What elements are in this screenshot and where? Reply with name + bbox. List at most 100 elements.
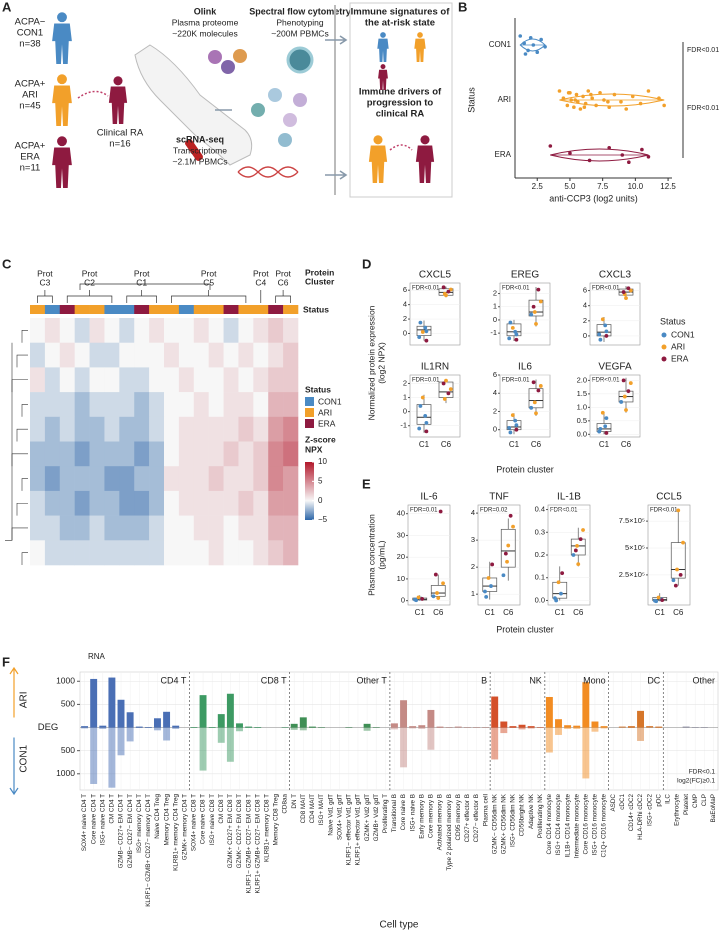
point	[531, 304, 536, 309]
x-tick-label: CD14+ cDC2	[628, 794, 635, 832]
x-tick-label: GZMK− CD27+ EM CD8 T	[236, 794, 243, 869]
heatmap-cell	[268, 490, 284, 516]
point	[565, 103, 570, 108]
person-body	[414, 38, 426, 62]
point	[626, 389, 631, 394]
y-tick-label: 2	[403, 314, 407, 323]
heatmap-cell	[44, 318, 61, 343]
box	[500, 528, 516, 568]
cohort-label: n=11	[20, 163, 41, 174]
y-tick-label: 1	[471, 589, 475, 598]
heatmap-cell	[134, 515, 150, 541]
heatmap-cell	[89, 342, 105, 368]
bar-up	[454, 726, 462, 728]
point	[441, 285, 446, 290]
panel-title: IL-6	[420, 492, 438, 503]
panel-title: CXCL3	[599, 270, 632, 281]
heatmap-cell	[74, 466, 90, 492]
heatmap-cell	[59, 416, 75, 442]
point	[446, 391, 451, 396]
dna-icon	[237, 166, 299, 178]
bar-down	[217, 727, 225, 743]
heatmap-cell	[30, 367, 46, 393]
panel-note: FDR<0.01	[412, 286, 440, 292]
dendrogram	[126, 290, 157, 303]
person-body	[368, 145, 388, 183]
heatmap-cell	[238, 367, 254, 393]
point	[619, 100, 623, 104]
heatmap-cell	[178, 367, 195, 393]
heatmap-cell	[164, 466, 180, 492]
cohort-label: ACPA−	[15, 17, 46, 28]
point	[607, 105, 611, 109]
heatmap-cell	[149, 515, 165, 541]
heatmap-cell	[149, 367, 165, 393]
status-cell	[223, 305, 239, 314]
x-tick-label: C6	[673, 608, 684, 617]
outcome-label: Immune drivers of	[359, 87, 442, 98]
y-tick-label: 10	[397, 574, 405, 583]
y-tick-label: 2	[403, 378, 407, 387]
y-tick-label: 30	[397, 530, 405, 539]
point	[532, 400, 537, 405]
row-dendrogram	[21, 478, 28, 491]
heatmap-cell	[119, 367, 135, 393]
bar-up	[500, 721, 508, 728]
heatmap-cell	[253, 490, 269, 516]
point	[671, 578, 676, 583]
heatmap-cell	[268, 367, 284, 393]
point	[508, 430, 513, 435]
heatmap-cell	[89, 367, 105, 393]
point	[424, 429, 429, 434]
y-tick-label: 3	[471, 535, 475, 544]
heatmap-cell	[104, 416, 120, 442]
heatmap-cell	[208, 318, 224, 343]
x-tick-label: pDC	[655, 794, 662, 807]
heatmap-cell	[283, 392, 299, 418]
point	[526, 48, 530, 53]
x-tick-label: 5.0	[564, 182, 576, 191]
heatmap-cell	[30, 441, 46, 467]
heatmap-cell	[223, 441, 239, 467]
heatmap-cell	[283, 441, 299, 467]
group-label: B	[481, 675, 487, 685]
point	[612, 92, 617, 97]
row-dendrogram	[11, 527, 28, 541]
status-cell	[30, 305, 46, 314]
y-tick-label: 6	[583, 286, 587, 295]
x-tick-label: ISG+ MAIT	[318, 794, 325, 825]
y-tick-label: 4	[583, 301, 587, 310]
x-tick-label: ISG+ CD16 monocyte	[592, 794, 599, 856]
status-cell	[268, 305, 284, 314]
point	[508, 320, 513, 325]
x-tick-label: Memory CD8 Treg	[273, 794, 280, 846]
cohort-label: ERA	[20, 152, 40, 163]
point	[604, 329, 609, 334]
bar-up	[545, 696, 553, 728]
heatmap-cell	[268, 466, 284, 492]
heatmap-cell	[283, 540, 299, 566]
bar-up	[172, 725, 180, 728]
box	[528, 299, 544, 317]
panel-note: FDR=0.01	[410, 508, 438, 514]
bar-down	[427, 727, 435, 750]
heatmap-cell	[74, 441, 90, 467]
x-tick-label: 10.0	[628, 182, 644, 191]
heatmap-cell	[223, 367, 239, 393]
assay-label: ~200M PBMCs	[271, 28, 328, 38]
bar-up	[682, 726, 690, 728]
x-axis-label: Cell type	[380, 920, 419, 931]
point	[506, 543, 511, 548]
x-tick-label: BaEoMaP	[710, 794, 717, 822]
status-cell	[59, 305, 75, 314]
y-axis-label: (pg/mL)	[376, 540, 386, 569]
cluster-label: C2	[84, 277, 95, 287]
point	[438, 509, 443, 514]
point	[638, 101, 643, 106]
heatmap-cell	[74, 540, 90, 566]
y-tick-label: 0	[403, 328, 407, 337]
point	[574, 92, 579, 97]
y-tick-label: 40	[397, 509, 405, 518]
point	[435, 591, 439, 595]
x-tick-label: 2.5	[532, 182, 544, 191]
